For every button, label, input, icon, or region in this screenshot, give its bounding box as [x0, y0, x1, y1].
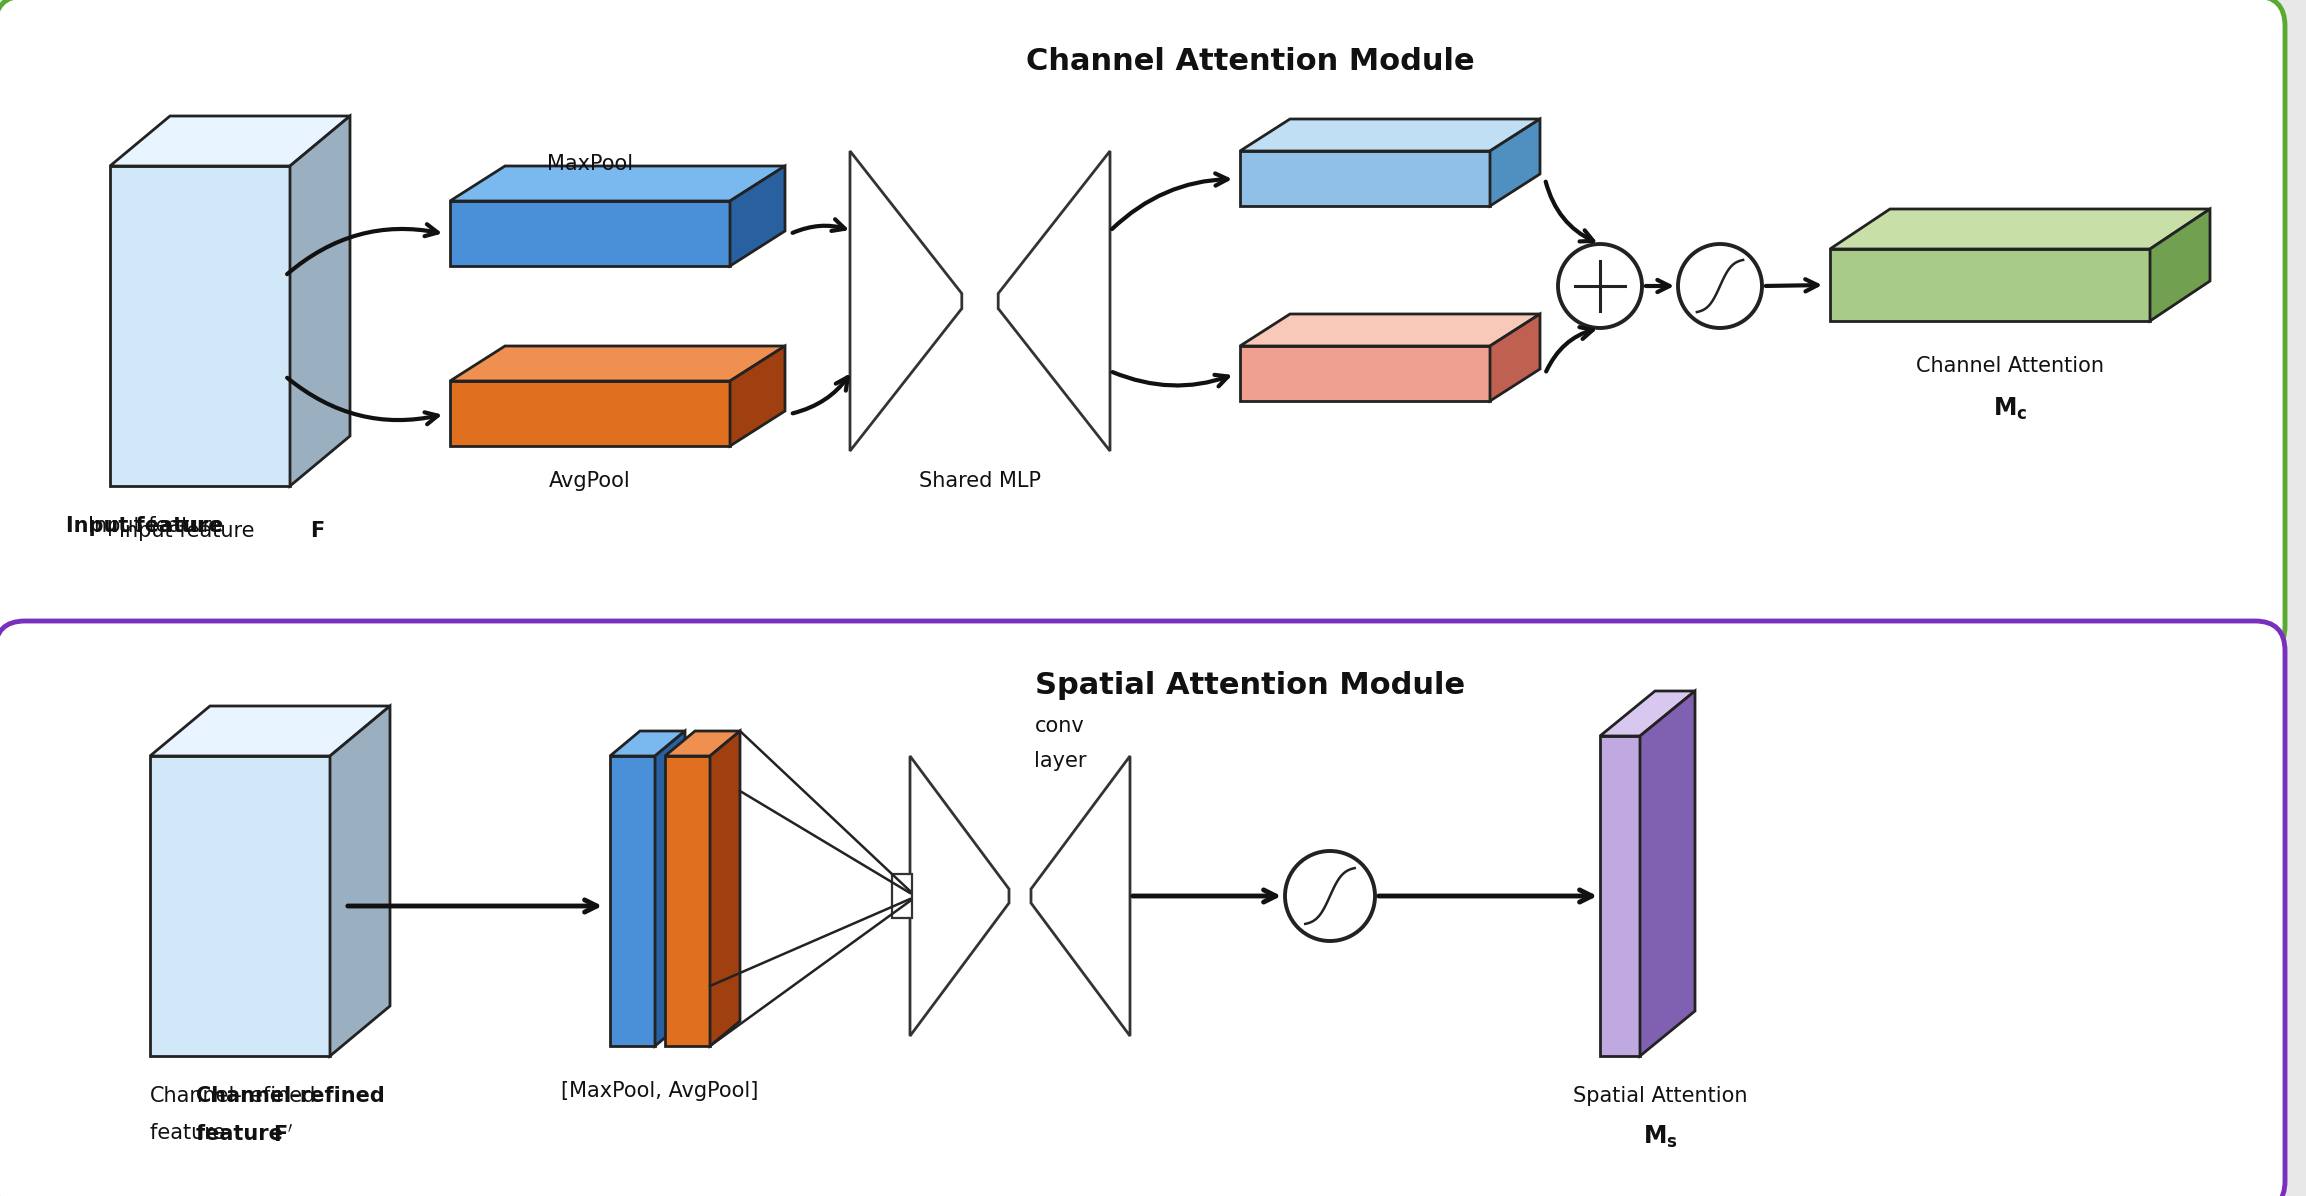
Polygon shape	[664, 756, 710, 1046]
Text: $\mathbf{M_s}$: $\mathbf{M_s}$	[1642, 1124, 1676, 1151]
FancyBboxPatch shape	[0, 0, 2285, 655]
Polygon shape	[851, 151, 962, 451]
Text: Spatial Attention: Spatial Attention	[1573, 1086, 1748, 1106]
Polygon shape	[731, 166, 784, 266]
Polygon shape	[1490, 118, 1540, 206]
Text: Channel Attention Module: Channel Attention Module	[1026, 47, 1474, 75]
Polygon shape	[1031, 756, 1130, 1036]
Polygon shape	[450, 346, 784, 382]
Polygon shape	[1831, 209, 2209, 249]
Polygon shape	[664, 731, 740, 756]
Polygon shape	[330, 706, 390, 1056]
Circle shape	[1284, 852, 1374, 941]
Text: Input feature: Input feature	[67, 515, 231, 536]
Polygon shape	[611, 756, 655, 1046]
Text: $\mathbf{M_c}$: $\mathbf{M_c}$	[1992, 396, 2027, 422]
Polygon shape	[111, 116, 351, 166]
Polygon shape	[1490, 315, 1540, 401]
Text: F: F	[309, 521, 325, 541]
Polygon shape	[1640, 691, 1695, 1056]
Text: Shared MLP: Shared MLP	[920, 471, 1040, 492]
Polygon shape	[655, 731, 685, 1046]
Text: feature: feature	[150, 1123, 233, 1143]
Text: AvgPool: AvgPool	[549, 471, 632, 492]
Text: conv: conv	[1035, 716, 1084, 736]
Text: Spatial Attention Module: Spatial Attention Module	[1035, 671, 1464, 701]
Polygon shape	[291, 116, 351, 486]
Polygon shape	[450, 382, 731, 446]
Polygon shape	[710, 731, 740, 1046]
Polygon shape	[1241, 346, 1490, 401]
Polygon shape	[1600, 736, 1640, 1056]
Text: $\mathbf{F'}$: $\mathbf{F'}$	[272, 1123, 293, 1145]
Polygon shape	[611, 731, 685, 756]
Polygon shape	[450, 201, 731, 266]
Polygon shape	[1241, 315, 1540, 346]
Polygon shape	[1600, 691, 1695, 736]
Polygon shape	[2149, 209, 2209, 321]
FancyBboxPatch shape	[0, 621, 2285, 1196]
Text: [MaxPool, AvgPool]: [MaxPool, AvgPool]	[560, 1081, 759, 1102]
Text: Input feature: Input feature	[88, 515, 231, 536]
Polygon shape	[150, 756, 330, 1056]
Text: Channel-refined: Channel-refined	[150, 1086, 316, 1106]
Polygon shape	[998, 151, 1109, 451]
Polygon shape	[1241, 118, 1540, 151]
Text: Channel-refined: Channel-refined	[196, 1086, 385, 1106]
Polygon shape	[731, 346, 784, 446]
Polygon shape	[111, 166, 291, 486]
Circle shape	[1679, 244, 1762, 328]
Text: Input feature: Input feature	[120, 521, 261, 541]
Text: MaxPool: MaxPool	[547, 154, 634, 173]
Polygon shape	[892, 874, 911, 919]
Circle shape	[1559, 244, 1642, 328]
Text: layer: layer	[1033, 751, 1086, 771]
Polygon shape	[150, 706, 390, 756]
Text: feature: feature	[196, 1124, 291, 1145]
Polygon shape	[911, 756, 1010, 1036]
Polygon shape	[1241, 151, 1490, 206]
Polygon shape	[1831, 249, 2149, 321]
Text: Channel Attention: Channel Attention	[1916, 356, 2103, 376]
Polygon shape	[450, 166, 784, 201]
